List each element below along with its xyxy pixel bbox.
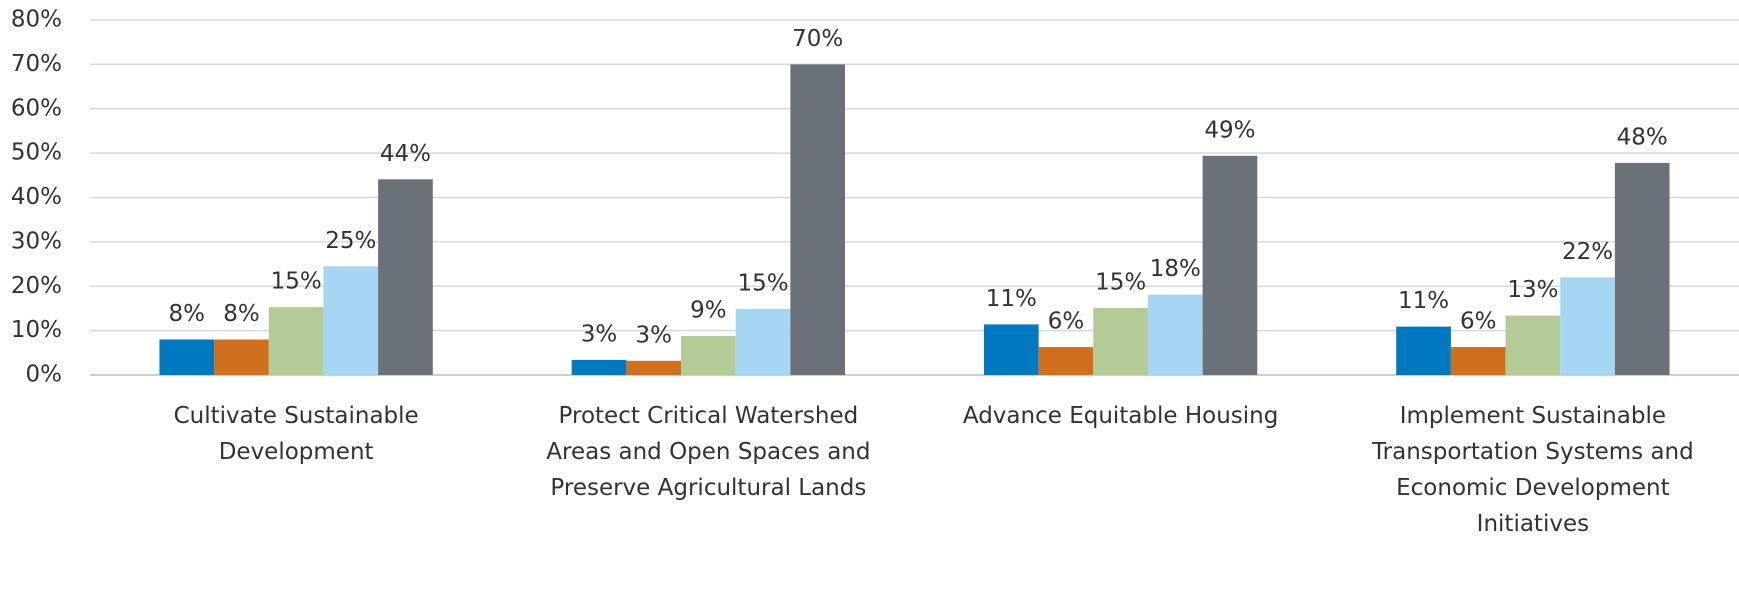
bar: [1147, 294, 1203, 375]
bar: [983, 324, 1039, 375]
data-label: 44%: [380, 141, 431, 167]
bar: [1038, 347, 1094, 375]
bar: [159, 339, 215, 375]
bar: [1093, 307, 1148, 375]
x-tick-label: Implement Sustainable Transportation Sys…: [1372, 403, 1694, 537]
bar: [1396, 326, 1451, 375]
bar: [681, 335, 736, 375]
x-tick-label: Cultivate Sustainable Development: [173, 403, 419, 465]
bar: [1560, 277, 1615, 375]
data-label: 13%: [1507, 277, 1558, 303]
y-tick-label: 0%: [26, 362, 63, 388]
data-label: 3%: [635, 322, 672, 348]
bar: [735, 308, 791, 375]
data-label: 22%: [1562, 239, 1613, 265]
bar: [1202, 155, 1258, 375]
data-label: 48%: [1617, 124, 1668, 150]
data-label: 3%: [581, 321, 618, 347]
data-label: 18%: [1150, 256, 1201, 282]
data-label: 6%: [1460, 309, 1497, 335]
data-label: 6%: [1048, 309, 1085, 335]
bar: [1614, 162, 1670, 375]
data-label: 11%: [986, 286, 1037, 312]
y-tick-label: 30%: [11, 228, 62, 254]
data-label: 15%: [271, 269, 322, 295]
y-tick-label: 70%: [11, 51, 62, 77]
data-label: 25%: [325, 228, 376, 254]
y-tick-label: 50%: [11, 140, 62, 166]
y-tick-label: 60%: [11, 95, 62, 121]
data-label: 49%: [1204, 117, 1255, 143]
x-tick-label: Advance Equitable Housing: [962, 403, 1279, 429]
bar: [790, 64, 846, 375]
y-tick-label: 10%: [11, 317, 62, 343]
data-label: 15%: [737, 270, 788, 296]
bar: [1450, 347, 1506, 375]
data-label: 8%: [169, 301, 206, 327]
data-label: 8%: [223, 301, 260, 327]
y-tick-label: 80%: [11, 7, 62, 33]
data-label: 11%: [1398, 288, 1449, 314]
bar: [323, 266, 379, 375]
y-tick-label: 40%: [11, 184, 62, 210]
x-tick-label: Protect Critical Watershed Areas and Ope…: [546, 403, 871, 501]
bar: [268, 307, 324, 375]
data-label: 70%: [792, 26, 843, 52]
bar: [214, 339, 269, 375]
y-tick-label: 20%: [11, 273, 62, 299]
bar: [571, 359, 627, 375]
bar: [378, 179, 433, 375]
bar: [1505, 315, 1561, 375]
bar: [626, 360, 682, 375]
data-label: 15%: [1095, 269, 1146, 295]
data-label: 9%: [690, 297, 727, 323]
